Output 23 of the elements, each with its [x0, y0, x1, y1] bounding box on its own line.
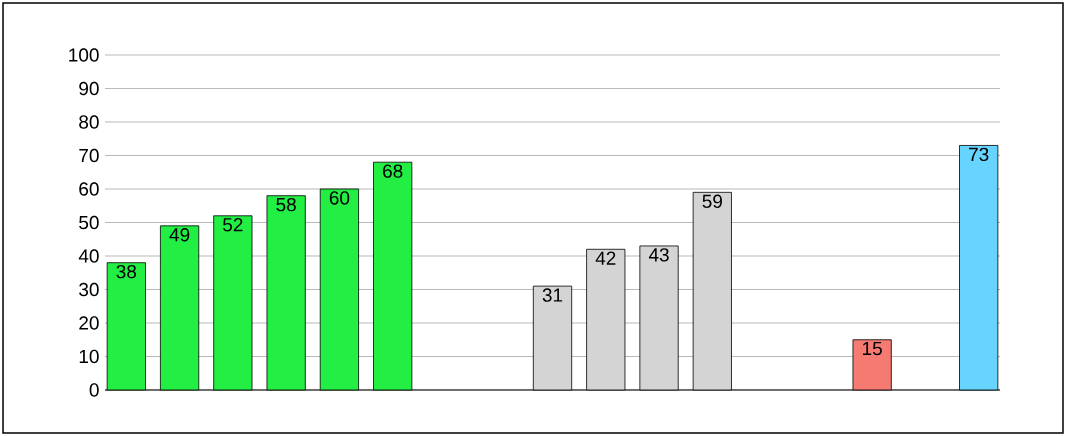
- data-label: 68: [383, 164, 403, 178]
- y-tick-label: 70: [79, 148, 99, 163]
- data-label: 42: [595, 251, 616, 265]
- y-tick-label: 90: [79, 81, 99, 96]
- y-tick-label: 100: [69, 48, 99, 62]
- data-label: 73: [969, 147, 989, 162]
- data-label: 38: [116, 264, 137, 279]
- y-tick-label: 0: [89, 383, 99, 397]
- data-label: 15: [863, 341, 882, 356]
- y-tick-label: 50: [79, 215, 99, 230]
- data-label: 43: [648, 248, 669, 262]
- data-label: 52: [223, 217, 243, 232]
- y-tick-label: 80: [79, 115, 99, 129]
- data-label: 49: [169, 228, 190, 242]
- y-tick-label: 40: [78, 249, 99, 263]
- data-label: 58: [276, 197, 296, 212]
- y-tick-label: 10: [79, 349, 99, 364]
- y-tick-label: 30: [79, 282, 99, 297]
- y-tick-label: 20: [79, 316, 99, 330]
- data-label: 59: [702, 194, 722, 208]
- data-label: 31: [542, 288, 563, 302]
- y-tick-label: 60: [79, 182, 99, 196]
- data-label: 60: [329, 191, 350, 205]
